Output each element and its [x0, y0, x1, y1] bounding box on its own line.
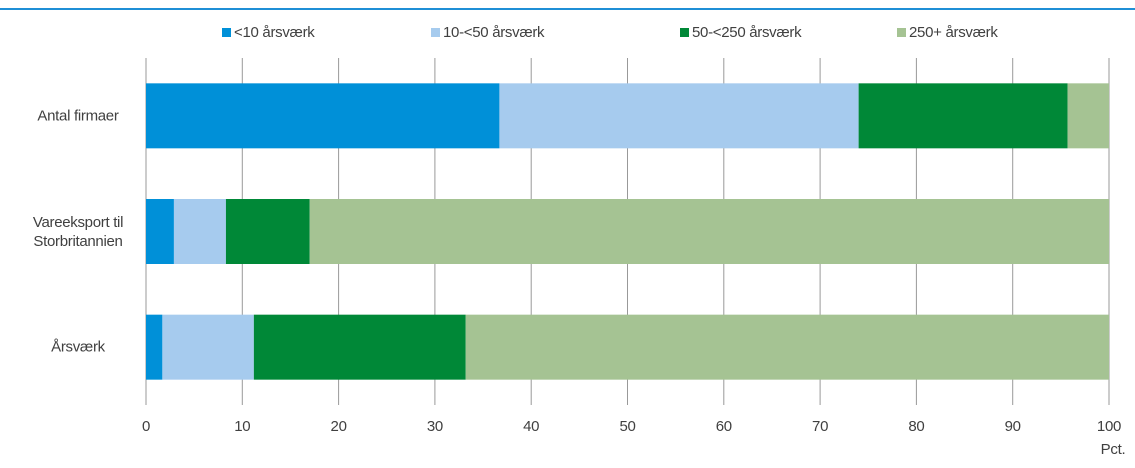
y-tick-label: Årsværk [51, 338, 105, 356]
bar-segment [225, 199, 310, 264]
x-tick-label: 40 [523, 418, 539, 435]
x-tick-label: 20 [331, 418, 347, 435]
legend-swatch [897, 28, 906, 37]
x-tick-label: 50 [619, 418, 635, 435]
x-tick-label: 10 [234, 418, 250, 435]
y-tick-label: Antal firmaer [37, 107, 119, 125]
bar-segment [1067, 83, 1109, 149]
bar-segment [465, 314, 1109, 380]
x-tick-label: 100 [1097, 418, 1121, 435]
legend-label: 10-<50 årsværk [443, 24, 545, 41]
legend-label: 50-<250 årsværk [692, 24, 802, 41]
legend-label: <10 årsværk [234, 24, 315, 41]
bar-segment [146, 83, 500, 149]
x-tick-label: 0 [142, 418, 150, 435]
bar-segment [146, 199, 174, 264]
bar-segment [309, 199, 1110, 264]
legend-label: 250+ årsværk [909, 24, 998, 41]
bar-segment [253, 314, 466, 380]
x-tick-label: 60 [716, 418, 732, 435]
legend-swatch [680, 28, 689, 37]
y-tick-label: Vareeksport til Storbritannien [32, 213, 124, 250]
x-tick-label: 30 [427, 418, 443, 435]
bar-segment [146, 314, 163, 380]
bar-segment [162, 314, 254, 380]
x-tick-label: 80 [908, 418, 924, 435]
x-tick-label: 70 [812, 418, 828, 435]
bar-segment [858, 83, 1068, 149]
x-tick-label: 90 [1005, 418, 1021, 435]
bar-segment [499, 83, 859, 149]
bar-segment [173, 199, 226, 264]
legend-swatch [222, 28, 231, 37]
x-axis-label: Pct. [1101, 441, 1126, 458]
legend-swatch [431, 28, 440, 37]
